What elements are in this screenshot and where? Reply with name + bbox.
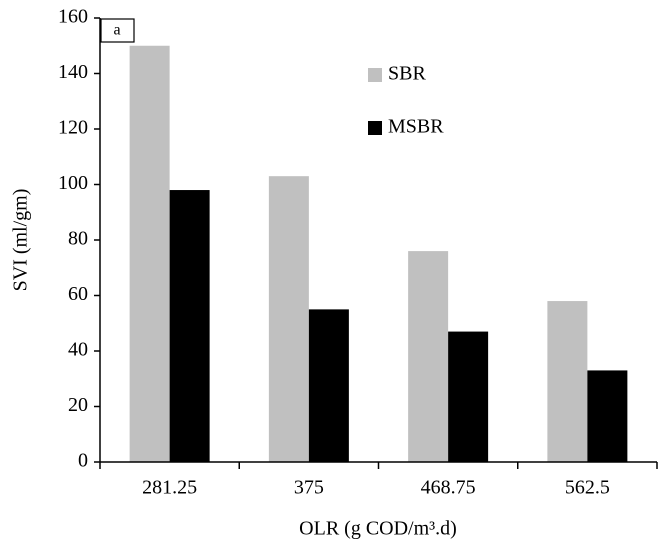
x-tick-label: 281.25 (142, 477, 197, 499)
x-tick-label: 562.5 (565, 477, 610, 499)
x-tick-label: 375 (294, 477, 324, 499)
legend-label: SBR (388, 63, 426, 85)
bar (169, 190, 210, 463)
y-axis-label: SVI (ml/gm) (10, 189, 32, 292)
legend-label: MSBR (388, 116, 444, 138)
y-tick-label: 80 (68, 228, 88, 250)
y-tick-label: 160 (58, 6, 88, 28)
x-tick-label: 468.75 (421, 477, 476, 499)
y-tick-label: 140 (58, 61, 88, 83)
y-tick-label: 40 (68, 339, 88, 361)
bar (268, 176, 309, 463)
y-tick-label: 120 (58, 117, 88, 139)
bar (587, 370, 628, 462)
y-tick-label: 100 (58, 172, 88, 194)
bar (308, 309, 349, 462)
x-axis-label: OLR (g COD/m³.d) (299, 518, 457, 540)
y-tick-label: 60 (68, 283, 88, 305)
annotation-box (100, 18, 135, 43)
legend-swatch (368, 68, 382, 82)
bar (547, 301, 588, 462)
annotation: a (113, 22, 120, 39)
bar (408, 251, 449, 462)
y-tick-label: 0 (78, 450, 88, 472)
bar (448, 331, 489, 462)
y-tick-label: 20 (68, 394, 88, 416)
bar (129, 45, 170, 462)
legend-swatch (368, 121, 382, 135)
